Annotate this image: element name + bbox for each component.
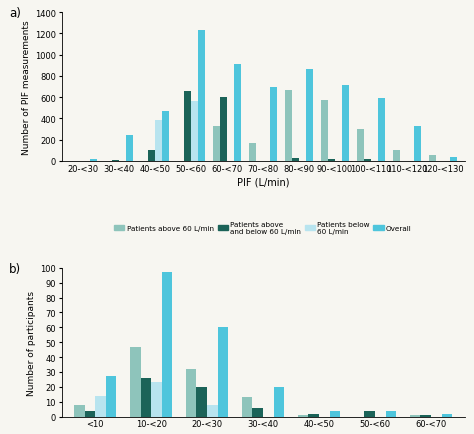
Bar — [84, 411, 95, 417]
Bar — [378, 99, 385, 161]
Y-axis label: Number of participants: Number of participants — [27, 290, 36, 395]
Text: b): b) — [9, 262, 21, 275]
Bar — [309, 414, 319, 417]
Bar — [140, 378, 151, 417]
Bar — [270, 88, 277, 161]
Y-axis label: Number of PIF measurements: Number of PIF measurements — [22, 20, 31, 155]
Bar — [357, 130, 364, 161]
Bar — [186, 369, 197, 417]
Bar — [220, 98, 227, 161]
Bar — [393, 151, 400, 161]
Bar — [74, 405, 84, 417]
Bar — [184, 92, 191, 161]
Bar — [442, 414, 452, 417]
X-axis label: PIF range (L/min): PIF range (L/min) — [221, 433, 305, 434]
Bar — [162, 273, 173, 417]
Bar — [298, 415, 309, 417]
Bar — [364, 160, 371, 161]
Bar — [329, 411, 340, 417]
Bar — [292, 158, 299, 161]
Bar — [155, 121, 162, 161]
Bar — [285, 90, 292, 161]
Bar — [95, 396, 106, 417]
Bar — [106, 377, 117, 417]
Bar — [191, 102, 198, 161]
Bar — [342, 86, 349, 161]
Bar — [242, 398, 253, 417]
Legend: Patients above 60 L/min, Patients above
and below 60 L/min, Patients below
60 L/: Patients above 60 L/min, Patients above … — [114, 221, 412, 234]
Bar — [386, 411, 396, 417]
Text: a): a) — [9, 7, 21, 20]
Bar — [126, 136, 133, 161]
Bar — [365, 411, 375, 417]
Bar — [197, 387, 207, 417]
Bar — [429, 156, 436, 161]
Bar — [151, 382, 162, 417]
Bar — [112, 160, 119, 161]
Bar — [148, 151, 155, 161]
Bar — [328, 160, 335, 161]
Bar — [234, 65, 241, 161]
Bar — [420, 415, 431, 417]
Bar — [450, 157, 456, 161]
Bar — [90, 160, 97, 161]
Bar — [249, 143, 256, 161]
Bar — [414, 127, 420, 161]
Bar — [306, 70, 313, 161]
Bar — [130, 347, 140, 417]
Bar — [321, 101, 328, 161]
Bar — [253, 408, 263, 417]
Bar — [213, 127, 220, 161]
Bar — [273, 387, 284, 417]
Bar — [218, 328, 228, 417]
Bar — [207, 405, 218, 417]
Bar — [410, 415, 420, 417]
Bar — [198, 31, 205, 161]
X-axis label: PIF (L/min): PIF (L/min) — [237, 178, 289, 187]
Bar — [162, 112, 169, 161]
